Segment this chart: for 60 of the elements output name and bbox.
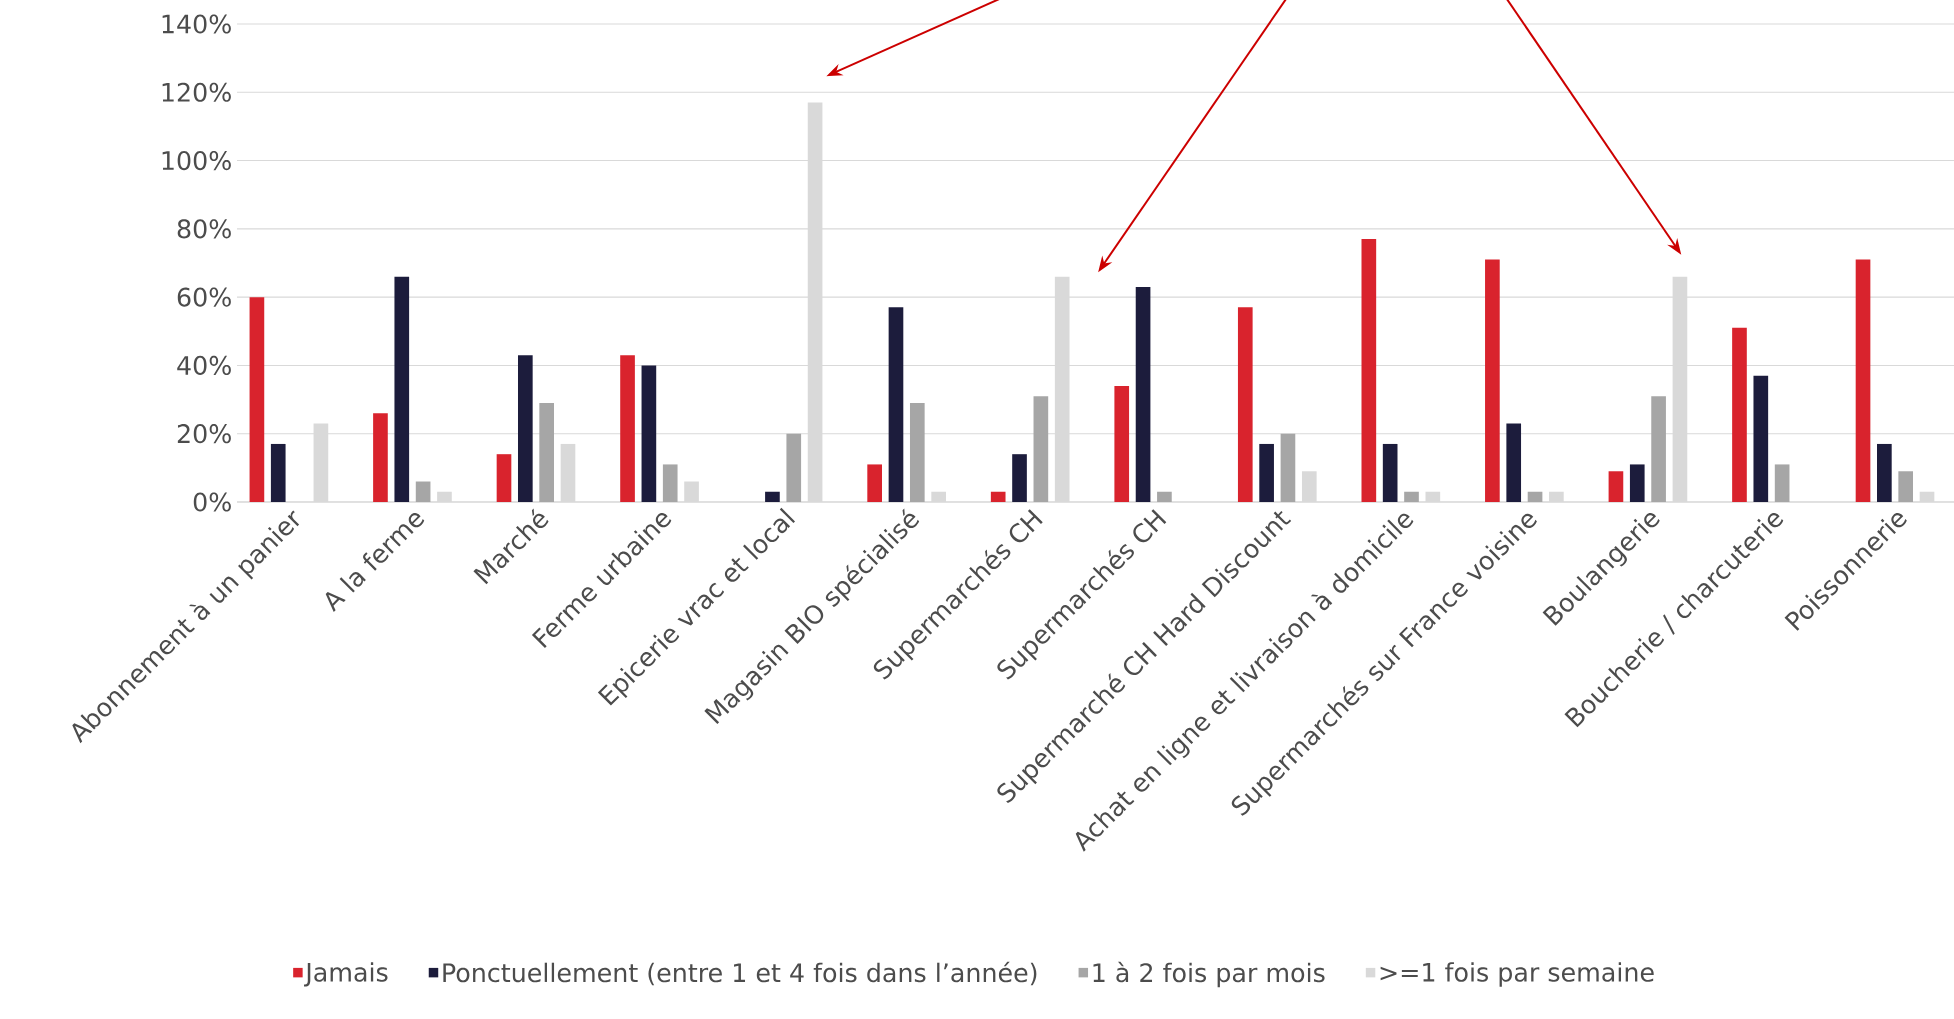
bar [437, 491, 452, 502]
bar [1280, 433, 1296, 502]
bar [1114, 385, 1130, 502]
bar [765, 491, 780, 502]
bar [1485, 259, 1500, 502]
bar [1608, 471, 1624, 502]
bar [1301, 471, 1317, 502]
bar [662, 464, 678, 502]
legend-label: 1 à 2 fois par mois [1093, 961, 1325, 988]
bar [1404, 491, 1419, 502]
bar [496, 454, 512, 502]
bar [1877, 443, 1892, 502]
bar [1382, 443, 1398, 502]
bar [1919, 491, 1935, 502]
bar [931, 491, 946, 502]
bar [1033, 396, 1049, 502]
bar [1506, 423, 1522, 502]
bar [888, 307, 904, 502]
bar [1361, 239, 1377, 502]
bar [1527, 491, 1543, 502]
bar [1629, 464, 1645, 502]
bar [1237, 307, 1253, 502]
y-tick-label: 120% [162, 82, 231, 102]
bar [990, 491, 1006, 502]
bar [1135, 286, 1151, 502]
bar [1774, 464, 1790, 502]
bar [909, 402, 925, 502]
bar [1732, 327, 1747, 502]
bar [1425, 491, 1441, 502]
bar [249, 297, 265, 502]
bar [394, 276, 410, 502]
y-tick-label: 140% [162, 14, 231, 34]
bar [641, 365, 657, 502]
y-tick-label: 20% [177, 424, 231, 444]
bar [1855, 259, 1871, 502]
bar [415, 481, 431, 502]
bar [786, 433, 802, 502]
bar [1898, 471, 1914, 502]
bar [620, 355, 635, 502]
y-tick-label: 80% [177, 219, 231, 239]
bar [539, 402, 554, 502]
bar [1753, 375, 1769, 502]
y-tick-label: 40% [177, 355, 231, 375]
bar [373, 413, 388, 502]
bar [1651, 396, 1666, 502]
bar [1549, 491, 1564, 502]
y-tick-label: 0% [193, 492, 231, 512]
legend-label: Ponctuellement (entre 1 et 4 fois dans l’année) [443, 961, 1037, 986]
bar [1259, 443, 1274, 502]
bar [270, 443, 286, 502]
y-tick-label: 100% [162, 150, 231, 171]
y-tick-label: 60% [177, 287, 231, 307]
bar [560, 443, 576, 502]
bar [867, 464, 882, 502]
bar [1157, 491, 1172, 502]
bar [1012, 454, 1027, 502]
bar [517, 355, 533, 502]
bar [684, 481, 699, 502]
legend-label: Jamais [304, 962, 388, 987]
legend-label: >=1 fois par semaine [1380, 962, 1654, 987]
